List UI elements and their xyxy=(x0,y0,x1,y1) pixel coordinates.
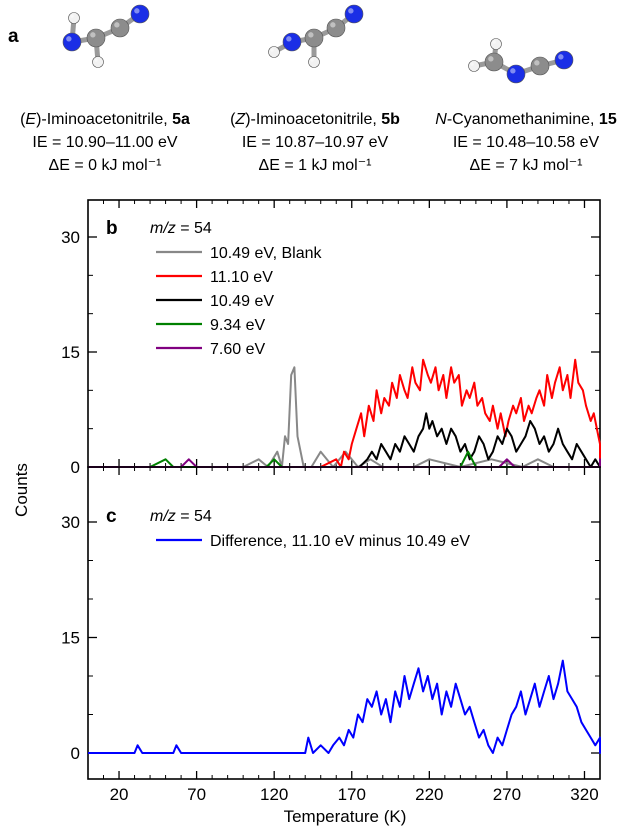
series-line-10-49-ev-blank xyxy=(95,366,600,468)
y-tick-label: 30 xyxy=(61,228,80,247)
atom-highlight xyxy=(488,56,494,62)
atom-highlight xyxy=(94,58,98,62)
molecule-5a-ie: IE = 10.90–11.00 eV xyxy=(32,134,177,151)
y-tick-label: 0 xyxy=(71,744,80,763)
atom-highlight xyxy=(558,54,564,60)
atom-highlight xyxy=(90,32,96,38)
atom-N xyxy=(554,50,574,70)
series-line-7-60-ev xyxy=(88,458,601,468)
panel-b-mz-label: m/z = 54 xyxy=(150,220,212,237)
x-tick-label: 170 xyxy=(338,785,366,804)
molecule-5b-de: ΔE = 1 kJ mol⁻¹ xyxy=(259,157,372,174)
atom-highlight xyxy=(330,22,336,28)
x-tick-label: 320 xyxy=(570,785,598,804)
atom-highlight xyxy=(310,58,314,62)
atom-N xyxy=(62,32,82,52)
x-tick-label: 220 xyxy=(415,785,443,804)
atom-highlight xyxy=(286,36,292,42)
panel-b-letter: b xyxy=(106,218,118,239)
atom-H xyxy=(468,60,480,72)
atom-C xyxy=(110,18,130,38)
y-tick-label: 15 xyxy=(61,343,80,362)
atom-highlight xyxy=(70,14,74,18)
x-tick-label: 70 xyxy=(187,785,206,804)
atom-highlight xyxy=(470,62,474,66)
y-tick-label: 0 xyxy=(71,458,80,477)
series-line-10-49-ev xyxy=(88,412,601,468)
panel-c-frame xyxy=(87,466,601,780)
molecule-15-ie: IE = 10.48–10.58 eV xyxy=(453,134,600,151)
panel-c-series xyxy=(88,659,601,754)
atom-N xyxy=(344,4,364,24)
x-tick-label: 20 xyxy=(110,785,129,804)
molecule-15-de: ΔE = 7 kJ mol⁻¹ xyxy=(470,157,583,174)
atom-H xyxy=(308,56,320,68)
panel-b-ticks: 0 15 30 xyxy=(61,200,600,477)
atom-H xyxy=(92,56,104,68)
panel-b-frame xyxy=(87,199,601,468)
molecule-15-name: N-Cyanomethanimine, 15 xyxy=(435,111,617,128)
atom-highlight xyxy=(308,32,314,38)
x-tick-label: 270 xyxy=(493,785,521,804)
atom-highlight xyxy=(348,8,354,14)
molecule-5b-name: (Z)-Iminoacetonitrile, 5b xyxy=(230,111,400,128)
panel-b-legend: 10.49 eV, Blank 11.10 eV 10.49 eV 9.34 eV 7.… xyxy=(156,245,323,358)
atom-highlight xyxy=(66,36,72,42)
atom-C xyxy=(304,28,324,48)
atom-N xyxy=(282,32,302,52)
molecule-5b: (Z)-Iminoacetonitrile, 5b IE = 10.87–10.… xyxy=(230,4,400,174)
atom-highlight xyxy=(134,8,140,14)
legend-label: 9.34 eV xyxy=(210,317,265,334)
y-axis-title: Counts xyxy=(12,463,31,517)
atom-C xyxy=(326,18,346,38)
atom-highlight xyxy=(492,40,496,44)
legend-label: 10.49 eV xyxy=(210,293,274,310)
x-tick-label: 120 xyxy=(260,785,288,804)
atom-N xyxy=(506,64,526,84)
molecule-5a-de: ΔE = 0 kJ mol⁻¹ xyxy=(49,157,162,174)
atom-H xyxy=(490,38,502,50)
panel-c-mz-label: m/z = 54 xyxy=(150,508,212,525)
panel-c-letter: c xyxy=(106,506,117,527)
panel-b-series xyxy=(88,358,601,468)
legend-label: 7.60 eV xyxy=(210,341,265,358)
series-line-11-10-ev xyxy=(88,358,601,468)
molecule-5a-name: (E)-Iminoacetonitrile, 5a xyxy=(20,111,190,128)
molecule-5a-model xyxy=(62,4,150,68)
molecule-5a: (E)-Iminoacetonitrile, 5a IE = 10.90–11.… xyxy=(20,4,190,174)
molecule-15-model xyxy=(468,38,574,84)
molecule-5b-model xyxy=(268,4,364,68)
panel-a-letter: a xyxy=(8,26,19,47)
x-axis-title: Temperature (K) xyxy=(284,807,407,826)
atom-highlight xyxy=(534,60,540,66)
molecule-15: N-Cyanomethanimine, 15 IE = 10.48–10.58 … xyxy=(435,38,617,174)
atom-C xyxy=(530,56,550,76)
legend-label: Difference, 11.10 eV minus 10.49 eV xyxy=(210,533,470,550)
legend-label: 11.10 eV xyxy=(210,269,273,286)
atom-C xyxy=(86,28,106,48)
y-tick-label: 15 xyxy=(61,629,80,648)
y-tick-label: 30 xyxy=(61,513,80,532)
molecule-5b-ie: IE = 10.87–10.97 eV xyxy=(242,134,389,151)
series-line-difference-11-10-ev-minus-10-49-ev xyxy=(88,659,601,754)
atom-H xyxy=(268,46,280,58)
atom-highlight xyxy=(270,48,274,52)
x-tick-labels: 20 70 120 170 220 270 320 xyxy=(110,785,599,804)
atom-N xyxy=(130,4,150,24)
atom-highlight xyxy=(510,68,516,74)
legend-label: 10.49 eV, Blank xyxy=(210,245,323,262)
panel-c-legend: Difference, 11.10 eV minus 10.49 eV xyxy=(156,533,470,550)
atom-H xyxy=(68,12,80,24)
atom-C xyxy=(484,52,504,72)
atom-highlight xyxy=(114,22,120,28)
panel-c-ticks: 0 15 30 xyxy=(61,467,600,779)
